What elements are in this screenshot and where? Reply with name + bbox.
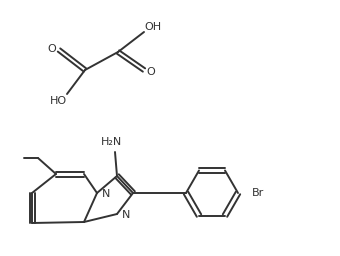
- Text: O: O: [48, 44, 56, 54]
- Text: HO: HO: [49, 96, 67, 106]
- Text: N: N: [122, 210, 130, 220]
- Text: N: N: [102, 189, 110, 199]
- Text: H₂N: H₂N: [101, 137, 123, 147]
- Text: OH: OH: [144, 22, 162, 32]
- Text: O: O: [147, 67, 155, 77]
- Text: Br: Br: [252, 188, 264, 198]
